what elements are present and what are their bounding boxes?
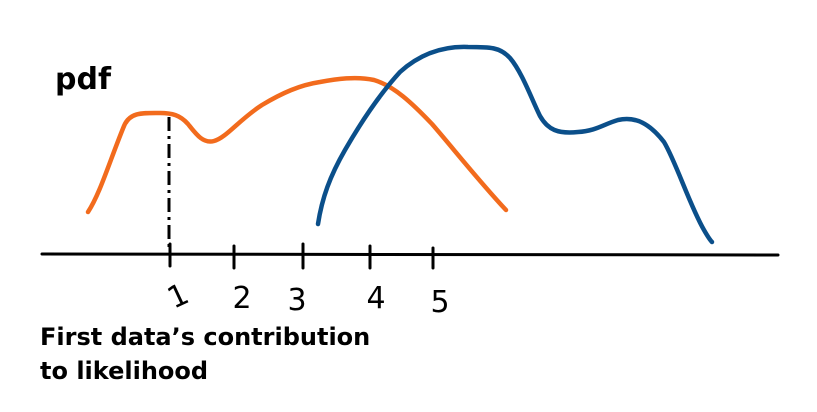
tick-label-3: 3 [287, 283, 306, 318]
caption: First data’s contribution to likelihood [40, 320, 370, 388]
orange-density-curve [85, 75, 509, 215]
caption-line-2: to likelihood [40, 357, 209, 385]
tick-label-2: 2 [232, 281, 251, 316]
blue-density-curve [315, 44, 715, 245]
tick-label-4: 4 [366, 281, 385, 316]
x-axis [40, 252, 780, 257]
tick-label-1: 1 [162, 277, 194, 317]
tick-label-5: 5 [430, 285, 449, 320]
pdf-axis-label: pdf [55, 62, 112, 97]
caption-line-1: First data’s contribution [40, 323, 371, 351]
